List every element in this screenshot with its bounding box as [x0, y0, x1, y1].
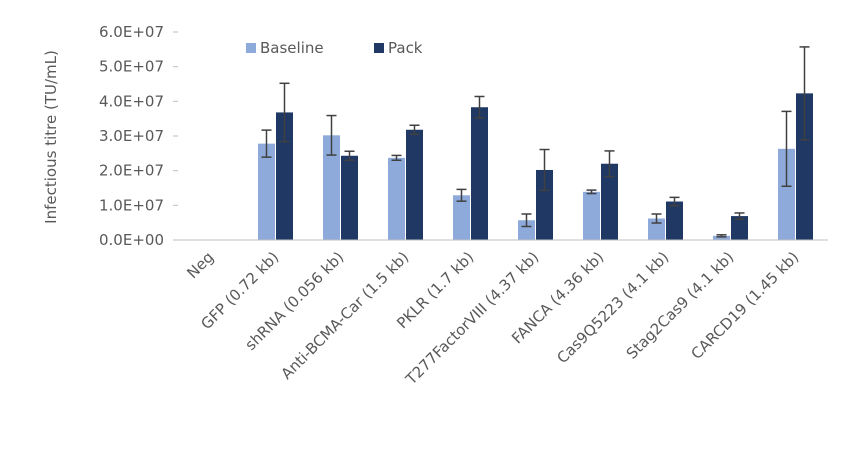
bar-baseline-6 — [583, 191, 600, 240]
legend-label-baseline: Baseline — [260, 39, 324, 57]
bar-baseline-5 — [518, 220, 535, 240]
bar-pack-6 — [601, 163, 618, 240]
bar-pack-5 — [536, 169, 553, 240]
x-tick-label: CARCD19 (1.45 kb) — [688, 248, 803, 363]
bar-pack-3 — [406, 129, 423, 240]
bar-baseline-7 — [648, 218, 665, 240]
x-tick-label: Anti-BCMA-Car (1.5 kb) — [278, 248, 413, 383]
x-tick-label: Neg — [183, 248, 217, 282]
bar-baseline-9 — [778, 148, 795, 240]
y-tick-label: 5.0E+07 — [99, 58, 164, 76]
y-tick-label: 2.0E+07 — [99, 162, 164, 180]
y-tick-label: 1.0E+07 — [99, 196, 164, 214]
legend-label-pack: Pack — [388, 39, 423, 57]
y-tick-label: 3.0E+07 — [99, 127, 164, 145]
bar-baseline-8 — [713, 235, 730, 240]
y-axis: 0.0E+00 1.0E+07 2.0E+07 3.0E+07 4.0E+07 5.0E+… — [99, 23, 178, 249]
bar-baseline-3 — [388, 157, 405, 240]
bar-pack-2 — [341, 155, 358, 240]
bar-pack-1 — [276, 112, 293, 240]
x-tick-label: T277FactorVIII (4.37 kb) — [402, 248, 543, 389]
bar-baseline-4 — [453, 195, 470, 240]
legend-swatch-pack — [374, 43, 384, 53]
legend: Baseline Pack — [246, 39, 423, 57]
y-tick-label: 0.0E+00 — [99, 231, 164, 249]
bar-baseline-2 — [323, 135, 340, 240]
x-tick-label: Stag2Cas9 (4.1 kb) — [623, 248, 738, 363]
y-tick-label: 6.0E+07 — [99, 23, 164, 41]
y-tick-label: 4.0E+07 — [99, 92, 164, 110]
legend-swatch-baseline — [246, 43, 256, 53]
bar-pack-8 — [731, 216, 748, 240]
x-tick-label: Cas9Q5223 (4.1 kb) — [553, 248, 672, 367]
bars — [258, 46, 813, 240]
y-axis-title: Infectious titre (TU/mL) — [42, 50, 60, 224]
bar-baseline-1 — [258, 143, 275, 240]
bar-pack-9 — [796, 93, 813, 240]
bar-pack-4 — [471, 107, 488, 240]
bar-pack-7 — [666, 201, 683, 240]
